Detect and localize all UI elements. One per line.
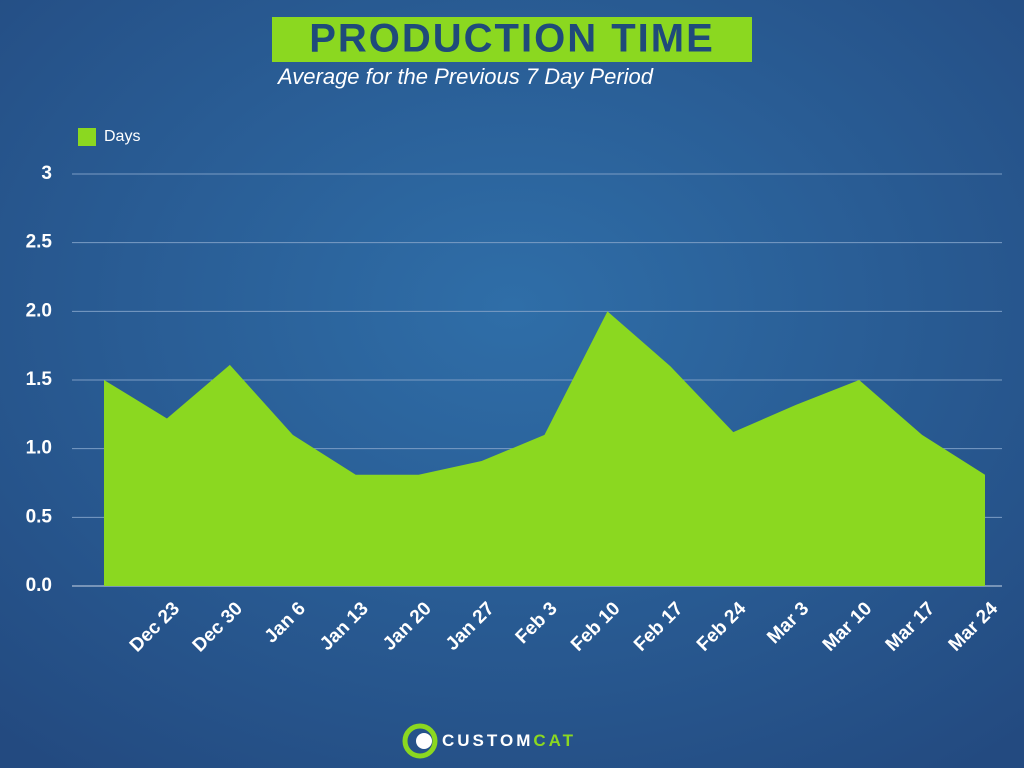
y-tick-label: 2.0 [26,300,52,321]
y-tick-label: 0.0 [26,575,52,596]
y-tick-label: 1.5 [26,369,53,390]
legend-label: Days [104,128,140,145]
area [104,311,985,586]
brand-text: CUSTOMCAT [442,731,576,750]
y-tick-label: 0.5 [26,506,53,527]
chart-subtitle: Average for the Previous 7 Day Period [276,64,654,89]
brand-accent: CAT [533,731,576,750]
brand-logo: CUSTOMCAT [402,723,576,759]
logo-ring [402,723,438,759]
title-box [272,17,752,62]
logo-cat [416,733,432,749]
y-tick-label: 2.5 [26,232,53,253]
brand-name: CUSTOM [442,731,533,750]
y-tick-label: 3 [41,163,52,184]
y-tick-label: 1.0 [26,438,52,459]
chart-title: PRODUCTION TIME [309,17,715,61]
legend-swatch [78,128,96,146]
